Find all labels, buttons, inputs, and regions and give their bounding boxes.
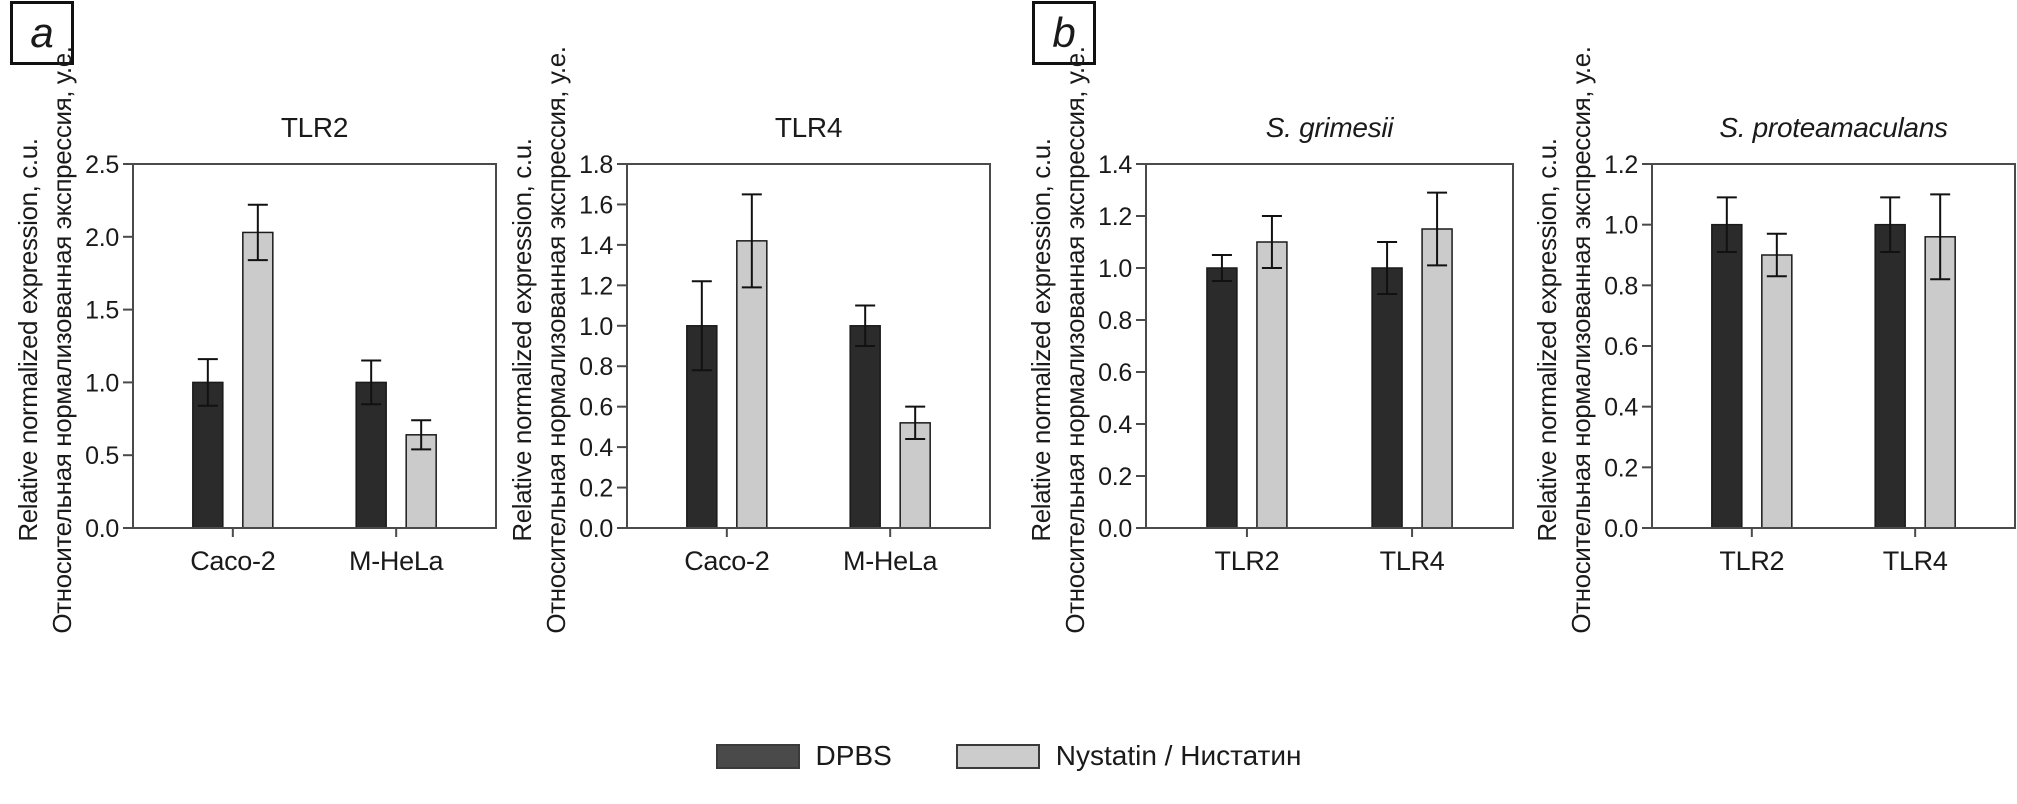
svg-text:0.2: 0.2 — [1604, 454, 1638, 482]
svg-text:0.0: 0.0 — [1604, 515, 1638, 543]
panel-b-letter: b — [1052, 9, 1076, 56]
svg-text:0.8: 0.8 — [1098, 307, 1132, 335]
svg-text:1.8: 1.8 — [579, 151, 613, 179]
svg-text:0.8: 0.8 — [579, 353, 613, 381]
svg-text:TLR4: TLR4 — [1380, 546, 1445, 576]
chart-title-tlr2: TLR2 — [280, 112, 349, 143]
legend-label-dpbs: DPBS — [815, 740, 892, 771]
svg-text:1.0: 1.0 — [1098, 255, 1132, 283]
legend: DPBS Nystatin / Нистатин — [0, 740, 2017, 772]
svg-text:0.6: 0.6 — [1604, 333, 1638, 361]
legend-swatch-nystatin — [955, 743, 1040, 769]
svg-text:1.6: 1.6 — [579, 191, 613, 219]
svg-text:1.2: 1.2 — [1098, 203, 1132, 231]
svg-text:1.5: 1.5 — [85, 297, 119, 325]
svg-text:Caco-2: Caco-2 — [684, 546, 769, 576]
svg-text:0.8: 0.8 — [1604, 272, 1638, 300]
svg-text:1.4: 1.4 — [579, 232, 613, 260]
chart-title-tlr4: TLR4 — [774, 112, 843, 143]
panel-b-label: b — [1032, 1, 1096, 65]
svg-text:1.2: 1.2 — [579, 272, 613, 300]
svg-text:0.2: 0.2 — [579, 475, 613, 503]
svg-text:0.2: 0.2 — [1098, 463, 1132, 491]
svg-text:1.0: 1.0 — [579, 313, 613, 341]
svg-text:0.0: 0.0 — [85, 515, 119, 543]
svg-text:M-HeLa: M-HeLa — [349, 546, 445, 576]
panel-a-letter: a — [30, 9, 54, 56]
svg-text:TLR2: TLR2 — [1215, 546, 1280, 576]
svg-text:1.0: 1.0 — [1604, 212, 1638, 240]
legend-swatch-dpbs — [715, 743, 800, 769]
svg-text:M-HeLa: M-HeLa — [843, 546, 939, 576]
legend-label-nystatin: Nystatin / Нистатин — [1055, 740, 1302, 771]
svg-text:2.5: 2.5 — [85, 151, 119, 179]
legend-item-dpbs: DPBS — [715, 740, 892, 772]
svg-text:1.2: 1.2 — [1604, 151, 1638, 179]
svg-text:0.4: 0.4 — [1098, 411, 1132, 439]
legend-item-nystatin: Nystatin / Нистатин — [955, 740, 1302, 772]
svg-text:0.0: 0.0 — [579, 515, 613, 543]
svg-text:0.6: 0.6 — [1098, 359, 1132, 387]
panel-a-label: a — [10, 1, 74, 65]
svg-text:0.4: 0.4 — [1604, 394, 1638, 422]
svg-text:0.5: 0.5 — [85, 442, 119, 470]
svg-text:2.0: 2.0 — [85, 224, 119, 252]
svg-text:1.4: 1.4 — [1098, 151, 1132, 179]
svg-text:0.4: 0.4 — [579, 434, 613, 462]
chart-title-s-grimesii: S. grimesii — [1265, 112, 1394, 143]
svg-text:TLR4: TLR4 — [1883, 546, 1948, 576]
chart-title-s-proteamaculans: S. proteamaculans — [1719, 112, 1948, 143]
svg-text:Caco-2: Caco-2 — [190, 546, 275, 576]
svg-text:0.6: 0.6 — [579, 394, 613, 422]
svg-text:TLR2: TLR2 — [1719, 546, 1784, 576]
svg-text:0.0: 0.0 — [1098, 515, 1132, 543]
svg-text:1.0: 1.0 — [85, 369, 119, 397]
